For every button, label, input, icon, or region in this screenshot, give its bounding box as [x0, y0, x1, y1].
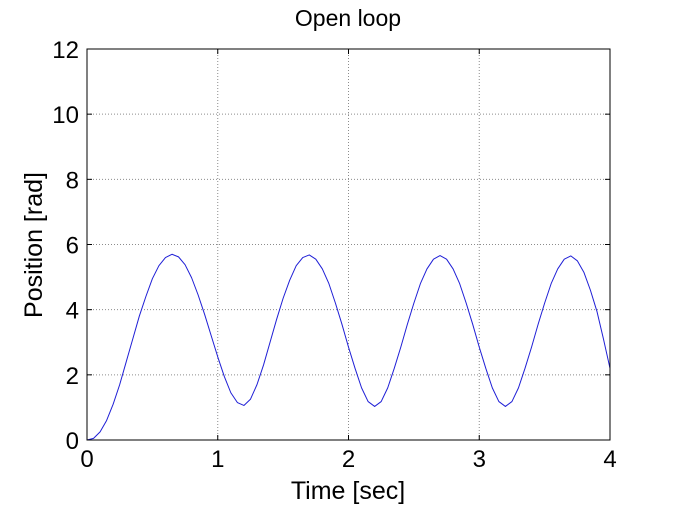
y-axis-label: Position [rad]: [20, 172, 48, 318]
y-tick-label: 10: [52, 102, 79, 129]
x-tick-label: 4: [603, 446, 616, 473]
series-line-0: [86, 253, 611, 441]
x-tick-label: 3: [473, 446, 486, 473]
x-tick-label: 0: [80, 446, 93, 473]
y-tick-label: 0: [66, 428, 79, 455]
y-tick-label: 2: [66, 363, 79, 390]
series-layer: [86, 253, 611, 441]
y-tick-label: 8: [66, 167, 79, 194]
y-tick-label: 4: [66, 298, 79, 325]
x-axis-label: Time [sec]: [291, 477, 405, 505]
x-tick-label: 2: [342, 446, 355, 473]
x-tick-label: 1: [211, 446, 224, 473]
grid-lines: [87, 49, 610, 440]
plot-frame: [86, 48, 611, 441]
chart-title: Open loop: [295, 5, 401, 31]
y-tick-label: 6: [66, 233, 79, 260]
y-tick-label: 12: [52, 37, 79, 64]
